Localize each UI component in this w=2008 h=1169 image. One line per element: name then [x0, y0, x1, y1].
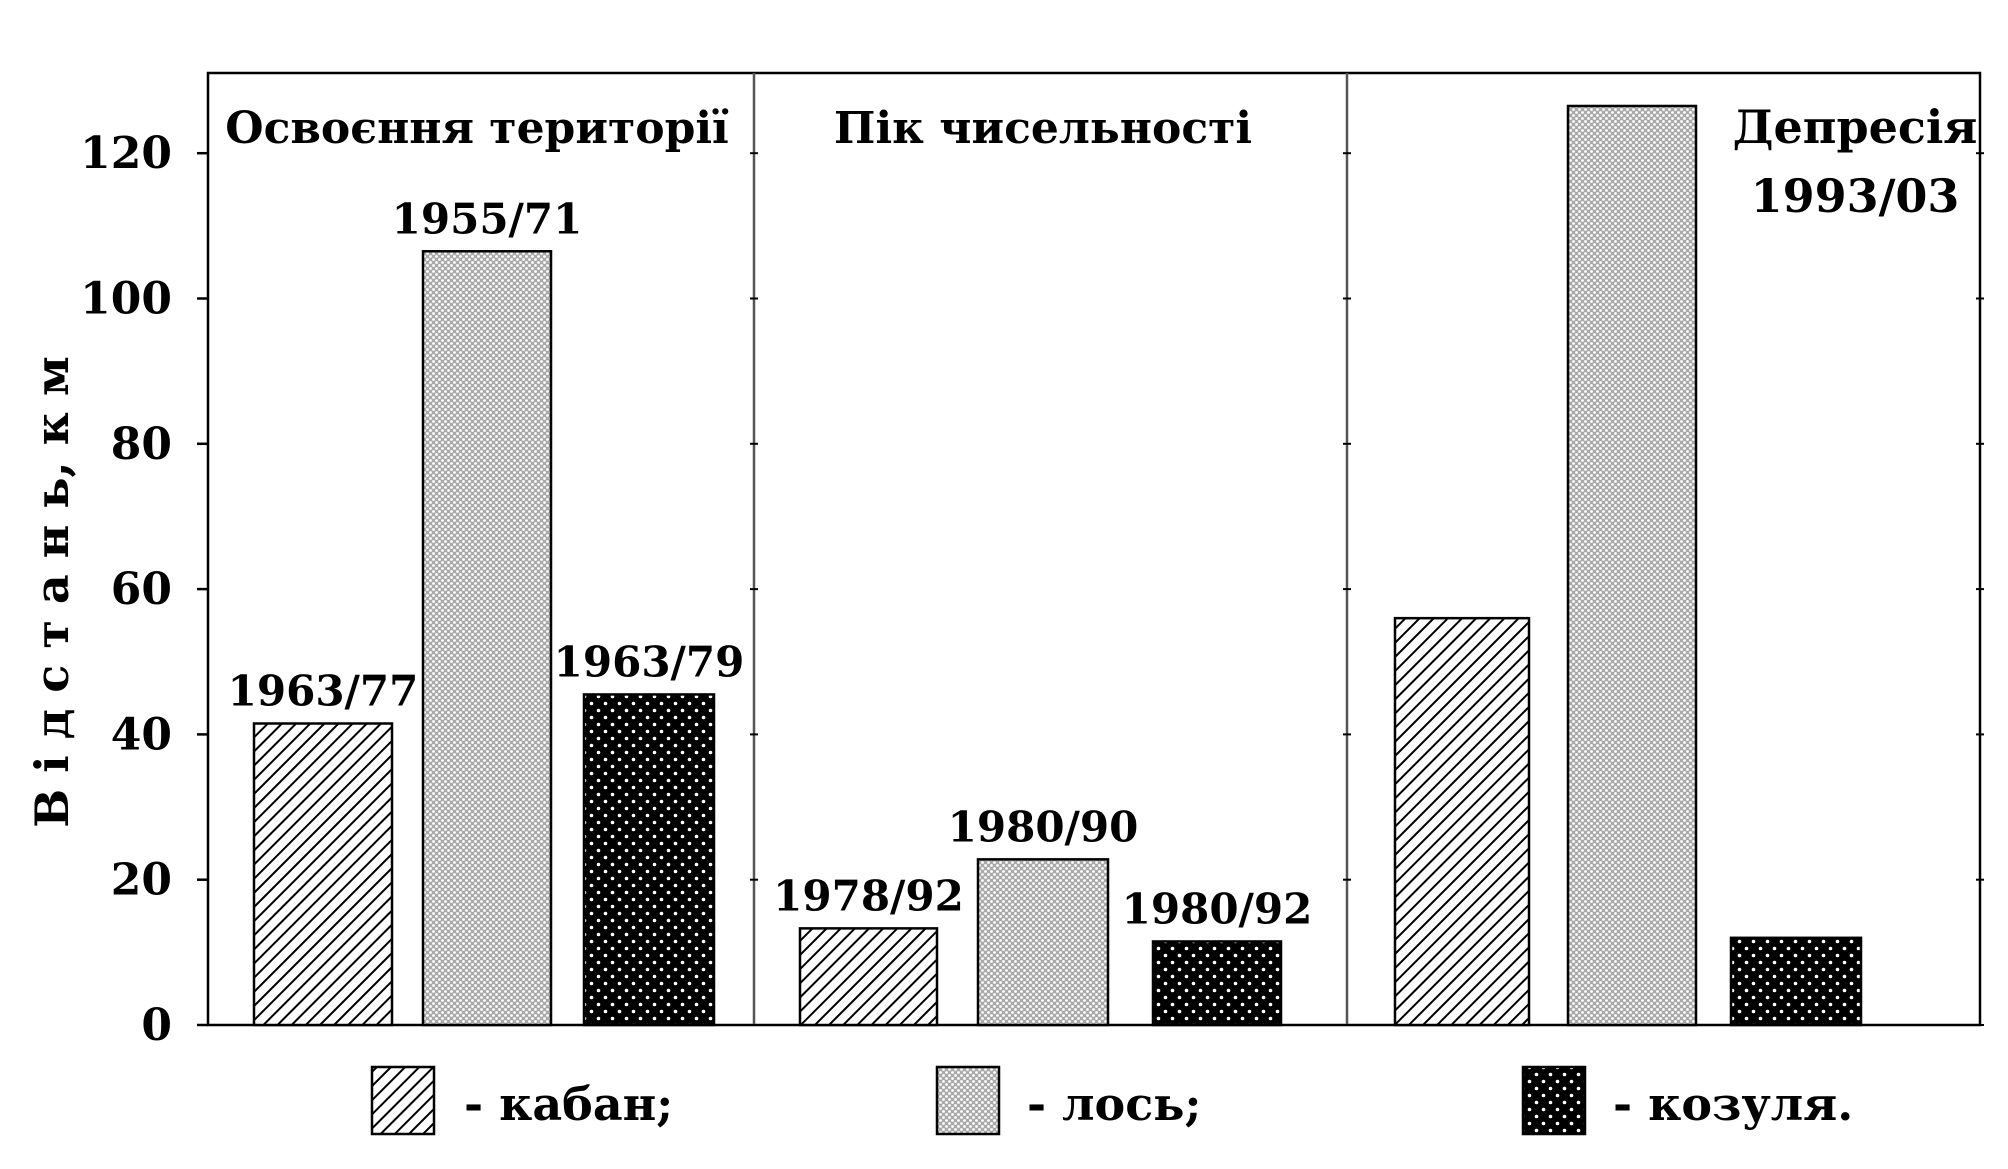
panel-title-peak: Пік чисельності — [834, 103, 1252, 154]
bar-label: 1963/79 — [554, 637, 745, 686]
bar-2-1 — [798, 927, 939, 1027]
bar-label: 1955/71 — [392, 194, 583, 243]
panel-title-colonization: Освоєння території — [225, 103, 729, 154]
bars — [252, 104, 1863, 1027]
y-ticks: 0 20 40 60 80 100 120 — [80, 128, 208, 1051]
bar-3-1 — [1393, 616, 1531, 1027]
bar-label: 1980/90 — [948, 802, 1139, 851]
bar-2-2 — [976, 858, 1110, 1027]
bar-1-3 — [582, 693, 716, 1027]
bar-1-1 — [252, 722, 394, 1027]
legend-label-roe-deer: - козуля. — [1613, 1077, 1853, 1131]
bar-3-3 — [1729, 936, 1863, 1027]
y-tick-label: 20 — [111, 855, 172, 906]
legend-label-boar: - кабан; — [464, 1077, 673, 1131]
y-axis-label: В і д с т а н ь, к м — [25, 356, 79, 828]
y-tick-label: 100 — [80, 274, 172, 325]
legend-swatch-roe-deer — [1521, 1065, 1587, 1136]
legend-label-moose: - лось; — [1027, 1077, 1201, 1131]
legend: - кабан; - лось; - козуля. — [370, 1065, 1853, 1136]
y-tick-label: 80 — [111, 419, 172, 470]
y-tick-label: 60 — [111, 564, 172, 615]
minor-ticks — [750, 152, 1984, 1026]
y-tick-label: 120 — [80, 128, 172, 179]
bar-2-3 — [1151, 940, 1283, 1027]
y-tick-label: 40 — [111, 709, 172, 760]
bar-label: 1978/92 — [773, 871, 964, 920]
bar-3-2 — [1566, 104, 1698, 1027]
legend-swatch-moose — [935, 1065, 1001, 1136]
legend-swatch-boar — [370, 1065, 436, 1136]
panel-title-depression: Депресія — [1733, 100, 1978, 154]
panel-subtitle-depression: 1993/03 — [1751, 169, 1960, 223]
bar-label: 1963/77 — [228, 667, 419, 716]
y-tick-label: 0 — [141, 1000, 172, 1051]
bar-1-2 — [421, 250, 553, 1027]
bar-labels: 1963/77 1955/71 1963/79 1978/92 1980/90 1980/… — [228, 194, 1313, 933]
bar-label: 1980/92 — [1122, 884, 1313, 933]
